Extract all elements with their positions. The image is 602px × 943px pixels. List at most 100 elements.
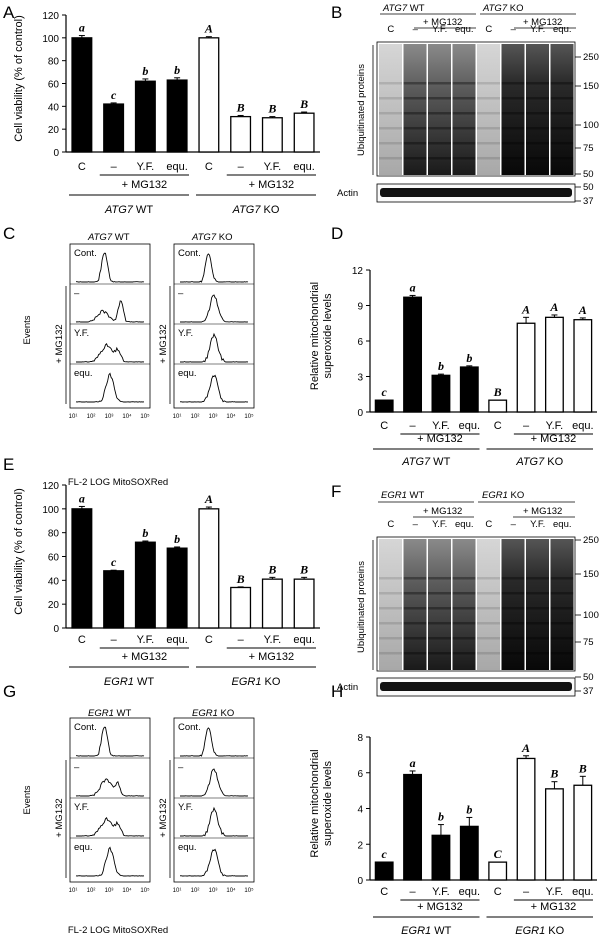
gene-name: ATG7 — [515, 456, 545, 468]
panel-label-h: H — [331, 682, 343, 701]
flow-row-label: Cont. — [178, 722, 201, 733]
blot-band — [526, 142, 549, 145]
blot-band — [403, 142, 427, 145]
mw-label: 75 — [583, 637, 594, 648]
blot-lane-label: Y.F. — [530, 519, 545, 530]
flow-tick-label: 10² — [191, 888, 200, 894]
blot-lane-label: equ. — [553, 24, 572, 35]
genotype-suffix: KO — [262, 676, 281, 688]
gene-name: ATG7 — [104, 204, 134, 216]
blot-band — [379, 157, 402, 160]
blot-lane-label: C — [387, 24, 394, 35]
blot-band — [428, 157, 451, 160]
significance-label: B — [236, 572, 245, 586]
bar-wt-3 — [134, 541, 156, 629]
blot-band — [477, 592, 500, 595]
category-label: equ. — [459, 420, 480, 432]
genotype-label: EGR1 WT — [401, 925, 451, 937]
mw-label: 250 — [583, 535, 599, 546]
genotype-label: ATG7 KO — [232, 204, 280, 216]
y-tick-label: 80 — [48, 529, 60, 540]
y-tick-label: 100 — [42, 505, 59, 516]
bar-ko-1 — [198, 508, 220, 629]
blot-band — [550, 112, 574, 115]
bar-wt-1 — [374, 399, 394, 413]
blot-lane-label: Y.F. — [432, 519, 447, 530]
mw-label: 150 — [583, 569, 599, 580]
blot-lane-4 — [452, 44, 476, 175]
flow-mg132-label: + MG132 — [158, 798, 169, 837]
blot-band — [379, 127, 402, 130]
blot-lane-1 — [379, 539, 402, 670]
blot-band — [403, 592, 427, 595]
flow-panel — [173, 243, 255, 409]
genotype-label: ATG7 WT — [401, 456, 450, 468]
significance-label: c — [382, 385, 388, 399]
blot-b-ko-label: ATG7 KO — [482, 3, 523, 14]
bar-ko-1 — [488, 399, 508, 413]
blot-band — [452, 142, 476, 145]
bar-wt-2 — [103, 570, 125, 629]
blot-band — [403, 112, 427, 115]
flow-row-label: equ. — [178, 842, 197, 853]
mg132-label: + MG132 — [249, 651, 295, 663]
category-label: equ. — [572, 420, 593, 432]
blot-lane-label: – — [413, 24, 419, 35]
genotype-suffix: KO — [544, 456, 563, 468]
significance-label: B — [299, 562, 308, 576]
blot-band — [501, 577, 525, 580]
flow-histogram — [180, 332, 249, 363]
gene-name: EGR1 — [232, 676, 262, 688]
blot-band — [452, 652, 476, 655]
genotype-label: EGR1 WT — [104, 676, 154, 688]
flow-row-label: Cont. — [74, 248, 97, 259]
flow-histogram — [180, 253, 249, 283]
flow-tick-label: 10³ — [105, 888, 114, 894]
genotype-suffix: WT — [431, 925, 451, 937]
flow-panel — [69, 243, 151, 409]
blot-band — [452, 607, 476, 610]
bar-ko-2 — [230, 115, 252, 153]
bar-wt-1 — [71, 37, 93, 153]
category-label: Y.F. — [264, 634, 282, 646]
flow-g-x-label: FL-2 LOG MitoSOXRed — [68, 925, 168, 936]
blot-band — [428, 637, 451, 640]
flow-c-ko-title: ATG7 KO — [191, 232, 232, 243]
blot-band — [379, 142, 402, 145]
flow-histogram — [75, 372, 145, 403]
blot-lane-label: equ. — [455, 519, 474, 530]
significance-label: b — [174, 63, 180, 77]
blot-band — [550, 142, 574, 145]
blot-lane-5 — [477, 539, 500, 670]
category-label: equ. — [293, 161, 314, 173]
panel-label-f: F — [331, 482, 341, 501]
y-tick-label: 2 — [357, 840, 363, 851]
blot-band — [403, 622, 427, 625]
panel-label-a: A — [3, 3, 15, 22]
panel-label-g: G — [3, 682, 16, 701]
genotype-suffix: WT — [430, 456, 450, 468]
y-axis-label: Cell viability (% of control) — [13, 15, 25, 142]
blot-lane-label: Y.F. — [432, 24, 447, 35]
y-tick-label: 120 — [42, 11, 59, 22]
y-tick-label: 8 — [357, 733, 363, 744]
significance-label: B — [578, 761, 587, 775]
blot-band — [428, 652, 451, 655]
blot-lane-label: Y.F. — [530, 24, 545, 35]
significance-label: A — [521, 741, 530, 755]
significance-label: b — [438, 810, 444, 824]
y-tick-label: 4 — [357, 805, 363, 816]
blot-band — [526, 622, 549, 625]
mw-label: 100 — [583, 610, 599, 621]
bar-ko-3 — [544, 316, 564, 413]
blot-band — [403, 577, 427, 580]
blot-lane-3 — [428, 539, 451, 670]
blot-band — [452, 97, 476, 100]
blot-lane-8 — [550, 44, 574, 175]
mw-label: 100 — [583, 120, 599, 131]
blot-band — [477, 622, 500, 625]
blot-band — [501, 652, 525, 655]
flow-histogram — [76, 252, 145, 283]
blot-band — [526, 607, 549, 610]
